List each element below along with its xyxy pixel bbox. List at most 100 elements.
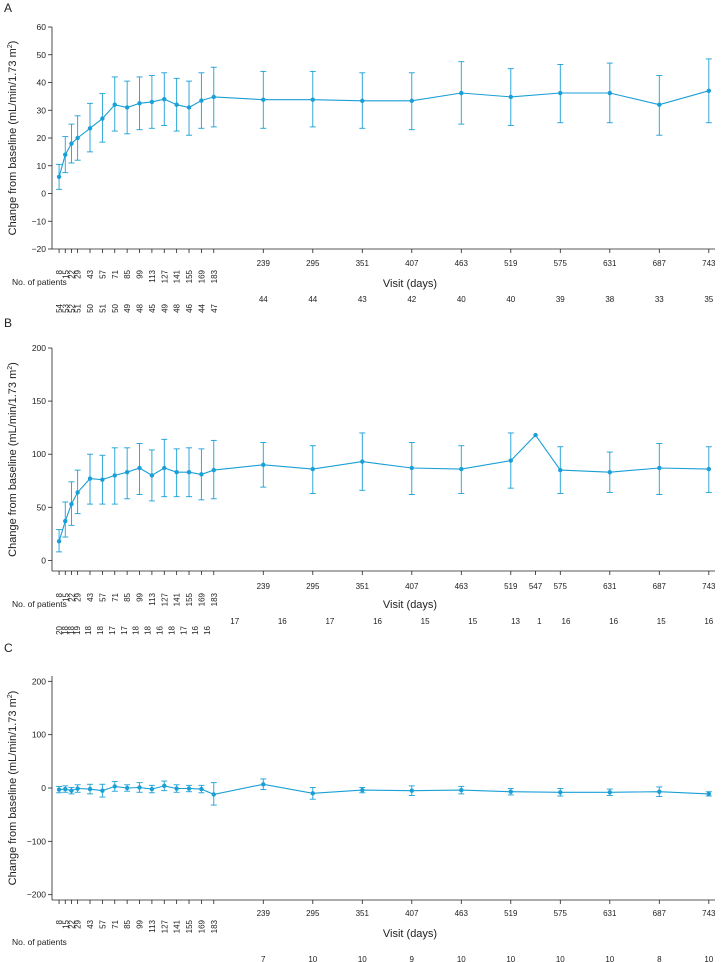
patient-count: 48 [136, 303, 145, 312]
patient-count: 38 [605, 295, 614, 304]
x-tick-label: 239 [257, 582, 271, 591]
x-tick-label: 183 [210, 592, 219, 606]
y-axis-title-sup: 2 [7, 44, 14, 48]
x-axis-title: Visit (days) [383, 599, 437, 611]
x-tick-label: 85 [123, 592, 132, 601]
patient-count: 33 [655, 295, 664, 304]
x-tick-label: 575 [554, 909, 568, 918]
y-axis-title-sup: 2 [7, 694, 14, 698]
y-tick-label: 10 [37, 161, 47, 171]
x-tick-label: 575 [554, 259, 568, 268]
x-tick-label: 71 [111, 269, 120, 278]
data-point [174, 786, 179, 791]
data-point [56, 787, 62, 792]
x-tick-label: 99 [136, 269, 145, 278]
data-point [310, 97, 315, 102]
patient-count: 17 [179, 625, 188, 634]
data-point [459, 466, 464, 472]
data-point [87, 476, 93, 481]
x-tick-label: 127 [160, 592, 169, 606]
x-tick-label: 631 [603, 909, 617, 918]
x-tick-label: 239 [257, 909, 271, 918]
x-tick-label: 743 [702, 582, 716, 591]
series-line [58, 90, 709, 177]
y-tick-label: −100 [27, 836, 46, 846]
patient-count: 42 [407, 295, 416, 304]
y-axis-title: Change from baseline (mL/min/1.73 m2) [7, 362, 19, 557]
data-point [409, 788, 414, 793]
y-tick-label: 40 [37, 78, 47, 88]
patient-count: 18 [61, 625, 70, 634]
patient-count: 15 [468, 617, 477, 626]
x-tick-label: 127 [160, 269, 169, 283]
x-tick-label: 43 [86, 919, 95, 928]
data-point [149, 99, 155, 105]
data-point [310, 791, 315, 796]
y-tick-label: 20 [37, 133, 47, 143]
y-tick-label: 200 [32, 676, 46, 686]
data-point [100, 116, 105, 121]
x-tick-label: 99 [136, 919, 145, 928]
data-point [186, 105, 192, 110]
patient-count: 9 [410, 955, 415, 962]
x-tick-label: 407 [405, 582, 419, 591]
data-point [607, 470, 613, 475]
patient-count: 52 [67, 303, 76, 312]
panel-label: C [4, 641, 13, 655]
x-tick-label: 85 [123, 919, 132, 928]
y-tick-label: −200 [27, 890, 46, 900]
data-point [607, 790, 613, 795]
patient-count: 16 [156, 625, 165, 634]
x-tick-label: 113 [148, 269, 157, 282]
y-tick-label: 60 [37, 22, 47, 32]
x-tick-label: 463 [455, 909, 469, 918]
data-point [459, 90, 464, 96]
patient-count: 19 [73, 625, 82, 634]
x-axis-title: Visit (days) [383, 928, 437, 940]
data-point [533, 432, 538, 438]
patient-count: 18 [144, 625, 153, 634]
patient-count: 40 [457, 295, 466, 304]
patient-count: 10 [358, 955, 367, 962]
y-tick-label: −10 [32, 216, 47, 226]
patient-count: 44 [259, 295, 268, 304]
y-axis-title: Change from baseline (mL/min/1.73 m2) [7, 41, 19, 236]
x-tick-label: 631 [603, 582, 617, 591]
patient-count: 46 [185, 303, 194, 312]
x-tick-label: 687 [653, 582, 667, 591]
x-tick-label: 155 [185, 592, 194, 606]
data-point [124, 470, 130, 475]
data-point [137, 465, 142, 471]
data-point [112, 473, 117, 478]
patient-count: 44 [308, 295, 317, 304]
y-tick-label: 30 [37, 105, 47, 115]
x-tick-label: 57 [98, 592, 107, 601]
patient-count: 10 [308, 955, 317, 962]
y-tick-label: 150 [32, 396, 46, 406]
x-tick-label: 15 [61, 592, 70, 601]
data-point [558, 90, 563, 96]
data-point [211, 94, 216, 100]
x-axis-title: Visit (days) [383, 278, 437, 290]
x-tick-label: 29 [74, 269, 83, 278]
x-tick-label: 687 [653, 909, 667, 918]
y-tick-label: 0 [41, 189, 46, 199]
data-point [100, 788, 105, 793]
x-tick-label: 463 [455, 259, 469, 268]
patient-count: 43 [358, 295, 367, 304]
patient-count: 40 [506, 295, 515, 304]
y-axis-title-sup: 2 [7, 366, 14, 370]
data-point [69, 141, 74, 146]
y-axis-title-main: Change from baseline (mL/min/1.73 m [7, 698, 19, 885]
x-tick-label: 85 [123, 269, 132, 278]
panel-label: B [4, 316, 12, 330]
data-point [508, 94, 513, 100]
patient-count: 16 [191, 625, 200, 634]
patient-count: 7 [261, 955, 266, 962]
patient-count: 49 [123, 303, 132, 312]
x-tick-label: 631 [603, 259, 617, 268]
x-tick-label: 687 [653, 259, 667, 268]
x-tick-label: 15 [61, 269, 70, 278]
data-point [558, 467, 563, 473]
x-tick-label: 8 [55, 919, 64, 924]
